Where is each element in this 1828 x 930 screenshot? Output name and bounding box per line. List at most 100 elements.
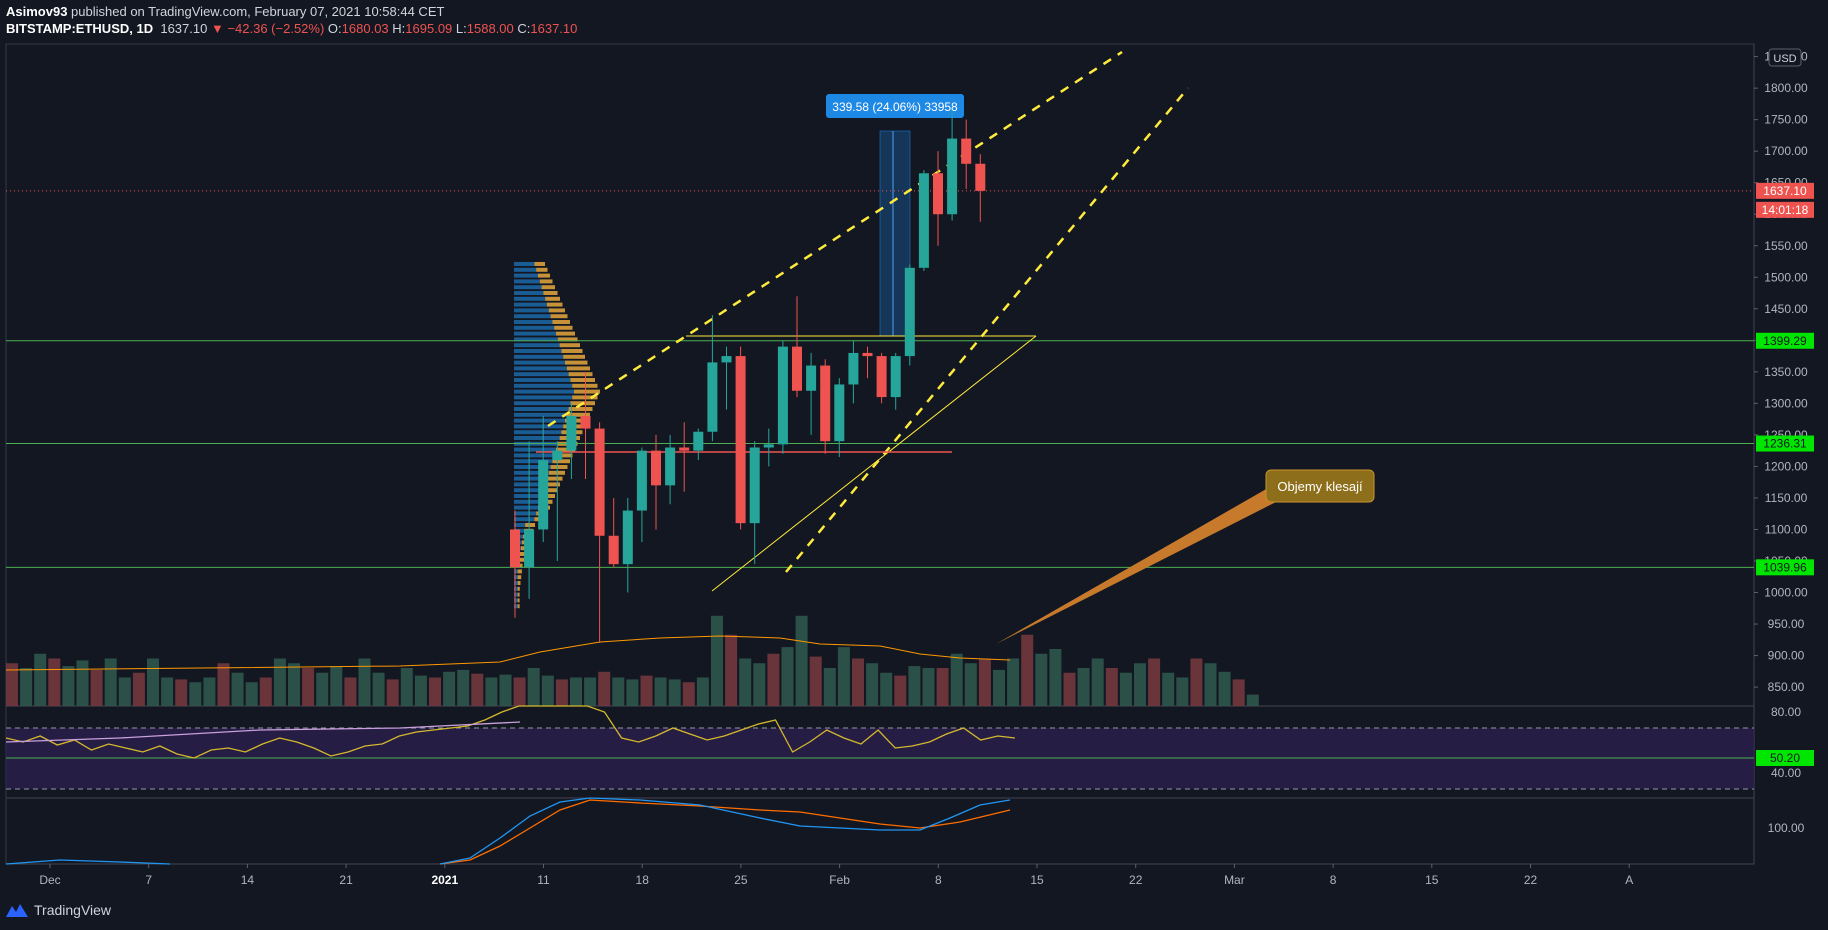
price-axis-label: 1750.00 [1764,113,1808,127]
price-axis[interactable]: 1850.001800.001750.001700.001650.001600.… [1754,50,1808,694]
profile-bar-up [514,366,567,371]
profile-bar-up [514,517,535,522]
profile-bar-up [514,360,565,365]
candle-body [792,346,802,391]
volume-bar [358,658,371,706]
price-axis-label: 850.00 [1768,680,1805,694]
level-tag-1040 [1756,559,1814,576]
profile-bar-down [557,337,578,342]
profile-bar-up [514,401,571,406]
profile-bar-down [547,302,563,307]
volume-bar [1232,679,1245,706]
time-axis-label: Feb [829,873,850,887]
volume-bar [147,658,159,706]
profile-bar-up [514,511,537,516]
profile-bar-down [548,308,565,313]
candle-body [975,163,986,191]
candle-body [735,356,746,524]
open-value: 1680.03 [341,21,389,36]
profile-bar-down [552,320,570,324]
profile-bar-up [514,267,537,272]
profile-bar-down [556,447,575,452]
profile-bar-down [554,325,573,330]
callout-text: Objemy klesají [1277,479,1363,494]
channel-lower-dashed-line[interactable] [785,87,1189,573]
time-axis[interactable]: Dec 7 14 21 2021 11 18 25 Feb 8 15 22 Mar 8 15 22 A [39,864,1633,887]
profile-bar-down [538,273,550,278]
level-tag-1399-text: 1399.29 [1763,334,1807,348]
volume-bar [499,674,512,706]
profile-bar-up [514,262,535,266]
volume-bar [781,647,794,706]
candle-body [848,352,859,385]
volume-bar [950,653,963,706]
volume-bar [104,658,117,706]
volume-bar [1049,649,1062,706]
tradingview-brand[interactable]: TradingView [6,902,111,918]
profile-bar-up [514,453,555,458]
currency-badge[interactable] [1768,48,1802,67]
tradingview-logo-icon [6,904,28,917]
profile-bar-down [517,592,520,597]
last-price-text: 1637.10 [160,21,208,36]
volume-bar [485,677,498,706]
candle-body [749,447,760,524]
profile-bar-down [568,372,593,377]
profile-bar-up [514,412,567,417]
price-axis-label: 950.00 [1768,617,1805,631]
profile-bar-up [514,354,564,359]
profile-bar-up [514,331,556,336]
price-axis-label: 1100.00 [1765,522,1808,536]
low-label: L: [455,21,467,36]
volume-bar [739,658,752,706]
publish-details: published on TradingView.com, February 0… [71,4,445,19]
profile-bar-up [514,430,562,435]
callout-box[interactable] [1265,469,1375,503]
measure-label: 339.58 (24.06%) 33958 [832,100,958,114]
profile-bar-down [543,488,558,493]
candle-body [608,535,619,565]
volume-bar [372,672,385,706]
profile-bar-up [514,505,538,510]
volume-bar [866,663,879,706]
profile-bar-up [514,592,518,597]
profile-bar-up [514,296,546,301]
candle-body [777,346,788,445]
profile-bar-up [514,302,547,307]
candle-body [721,356,732,363]
time-axis-label: Mar [1224,873,1245,887]
profile-bar-up [514,395,573,400]
profile-bar-up [514,308,549,313]
author-name[interactable]: Asimov93 [6,4,68,19]
time-axis-label: 2021 [431,873,458,887]
candle-body [580,415,591,429]
symbol-name[interactable]: BITSTAMP:ETHUSD, 1D [6,21,154,36]
profile-bar-up [514,314,551,319]
profile-bar-up [514,499,540,504]
price-axis-label: 1200.00 [1764,459,1808,473]
profile-bar-up [514,291,544,295]
profile-bar-up [514,436,560,440]
volume-bar [527,668,540,706]
volume-bars [5,615,1259,706]
triangle-bottom-line[interactable] [711,335,1037,592]
volume-bar [640,675,653,706]
profile-bar-up [514,581,518,585]
high-label: H: [392,21,406,36]
profile-bar-up [514,349,562,353]
candle-body [552,450,563,461]
channel-upper-dashed-line[interactable] [547,50,1123,428]
profile-bar-down [518,557,525,562]
volume-bar [978,658,991,706]
volume-bar [273,658,286,706]
profile-bar-down [572,383,598,388]
profile-bar-down [565,360,588,365]
profile-bar-down [556,331,575,336]
profile-bar-down [572,395,598,400]
volume-bar [598,671,611,706]
candle-body [524,529,535,568]
profile-bar-down [525,523,536,527]
profile-bar-down [566,366,590,371]
price-axis-label: 1150.00 [1765,491,1808,505]
